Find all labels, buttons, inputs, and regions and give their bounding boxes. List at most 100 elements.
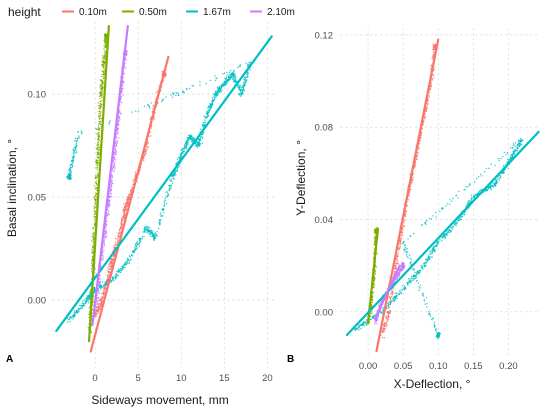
data-point bbox=[455, 222, 457, 225]
data-point bbox=[70, 178, 72, 180]
data-point bbox=[433, 44, 435, 47]
data-point bbox=[395, 296, 397, 298]
data-point bbox=[421, 264, 424, 267]
data-point bbox=[98, 121, 101, 123]
data-point bbox=[231, 76, 233, 78]
data-point bbox=[114, 151, 117, 154]
data-point bbox=[124, 262, 126, 265]
data-point bbox=[249, 69, 251, 71]
data-point bbox=[372, 292, 374, 294]
data-point bbox=[416, 271, 418, 273]
data-point bbox=[492, 186, 495, 188]
data-point bbox=[207, 115, 210, 117]
data-point bbox=[381, 331, 383, 333]
data-point bbox=[242, 89, 244, 92]
data-point bbox=[119, 268, 122, 270]
data-point bbox=[96, 183, 98, 185]
data-point bbox=[106, 278, 109, 280]
data-point bbox=[74, 147, 76, 149]
data-point bbox=[70, 317, 73, 319]
data-point bbox=[123, 263, 125, 266]
data-point bbox=[204, 123, 206, 125]
data-point bbox=[503, 164, 505, 167]
data-point bbox=[154, 98, 157, 100]
data-point bbox=[158, 222, 161, 225]
data-point bbox=[130, 254, 133, 256]
data-point bbox=[198, 138, 200, 141]
data-point bbox=[164, 199, 166, 201]
data-point bbox=[220, 91, 222, 93]
data-point bbox=[122, 220, 124, 222]
data-point bbox=[439, 210, 441, 213]
data-point bbox=[97, 306, 99, 309]
data-point bbox=[135, 248, 138, 250]
data-point bbox=[112, 170, 114, 172]
data-point bbox=[407, 281, 409, 284]
data-point bbox=[104, 281, 107, 283]
data-point bbox=[443, 234, 445, 236]
data-point bbox=[451, 228, 454, 230]
data-point bbox=[126, 51, 128, 53]
data-point bbox=[176, 158, 179, 160]
series-points-1.67m bbox=[354, 137, 524, 339]
data-point bbox=[395, 261, 397, 263]
data-point bbox=[74, 310, 76, 312]
data-point bbox=[431, 256, 433, 258]
data-point bbox=[114, 153, 116, 155]
data-point bbox=[407, 238, 409, 240]
data-point bbox=[405, 288, 407, 290]
data-point bbox=[238, 84, 240, 86]
data-point bbox=[223, 72, 226, 74]
data-point bbox=[97, 151, 100, 153]
data-point bbox=[395, 266, 397, 268]
data-point bbox=[140, 241, 142, 243]
data-point bbox=[382, 330, 385, 333]
data-point bbox=[451, 200, 453, 202]
data-point bbox=[433, 47, 436, 49]
data-point bbox=[113, 246, 115, 249]
data-point bbox=[389, 306, 391, 308]
data-point bbox=[156, 231, 158, 233]
data-point bbox=[128, 255, 131, 257]
data-point bbox=[98, 149, 101, 151]
data-point bbox=[390, 293, 392, 295]
data-point bbox=[149, 107, 151, 109]
data-point bbox=[387, 318, 389, 321]
data-point bbox=[185, 145, 187, 147]
data-point bbox=[413, 278, 416, 280]
data-point bbox=[165, 96, 167, 98]
data-point bbox=[105, 229, 107, 231]
data-point bbox=[383, 337, 385, 339]
data-point bbox=[356, 328, 359, 330]
data-point bbox=[498, 159, 500, 162]
data-point bbox=[445, 233, 448, 236]
data-point bbox=[371, 301, 373, 304]
data-point bbox=[98, 283, 100, 285]
data-point bbox=[155, 233, 157, 236]
data-point bbox=[234, 79, 237, 81]
data-point bbox=[98, 299, 101, 302]
data-point bbox=[498, 177, 500, 180]
data-point bbox=[362, 322, 364, 325]
data-point bbox=[385, 316, 387, 318]
data-point bbox=[121, 89, 123, 92]
data-point bbox=[134, 245, 137, 247]
data-point bbox=[90, 262, 93, 265]
data-point bbox=[202, 125, 205, 127]
data-point bbox=[149, 227, 151, 229]
data-point bbox=[114, 145, 117, 147]
data-point bbox=[494, 185, 496, 187]
data-point bbox=[108, 265, 111, 268]
data-point bbox=[233, 80, 235, 83]
data-point bbox=[219, 87, 221, 89]
data-point bbox=[456, 221, 458, 223]
data-point bbox=[209, 109, 211, 111]
data-point bbox=[114, 161, 116, 164]
data-point bbox=[151, 235, 154, 237]
data-point bbox=[196, 140, 198, 143]
data-point bbox=[123, 81, 125, 84]
data-point bbox=[169, 186, 171, 189]
data-point bbox=[73, 312, 75, 314]
data-point bbox=[421, 224, 423, 226]
data-point bbox=[411, 180, 414, 182]
